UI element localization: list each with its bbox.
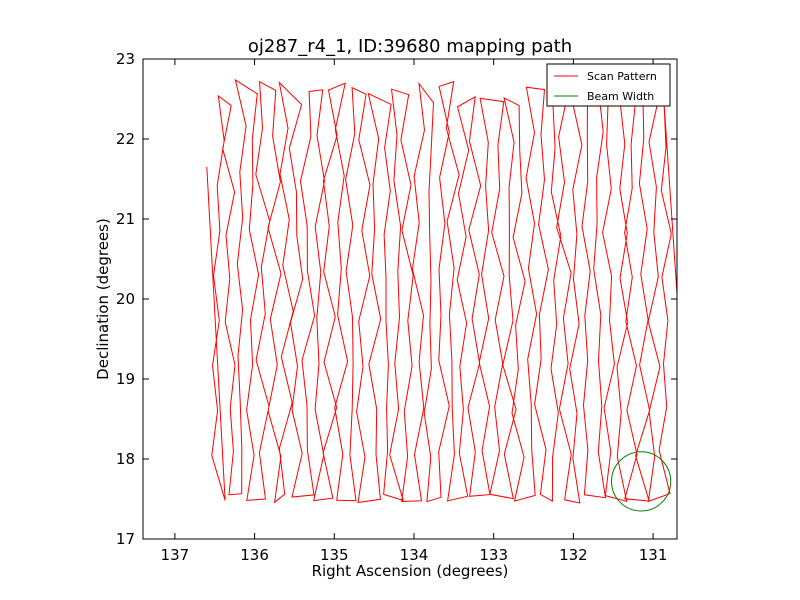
axis-ticks: 137 136 135 134 133 132 131 17 18 19 20 21 22 23	[116, 50, 677, 564]
legend: Scan Pattern Beam Width	[546, 63, 671, 107]
legend-label-beam-width: Beam Width	[587, 90, 654, 103]
x-tick-label: 132	[559, 546, 588, 564]
x-axis-label: Right Ascension (degrees)	[312, 562, 509, 580]
legend-box	[546, 63, 671, 107]
x-tick-label: 135	[320, 546, 349, 564]
plot-area	[206, 78, 677, 512]
x-tick-label: 137	[161, 546, 190, 564]
y-tick-label: 19	[116, 370, 135, 388]
y-tick-label: 18	[116, 450, 135, 468]
x-tick-label: 134	[400, 546, 429, 564]
scan-pattern-line	[206, 78, 677, 504]
y-tick-label: 23	[116, 50, 135, 68]
beam-width-circle	[611, 451, 672, 512]
y-tick-label: 17	[116, 530, 135, 548]
y-tick-label: 20	[116, 290, 135, 308]
y-tick-label: 22	[116, 130, 135, 148]
y-axis-label: Declination (degrees)	[94, 218, 112, 380]
legend-label-scan-pattern: Scan Pattern	[587, 70, 657, 83]
x-tick-label: 133	[479, 546, 508, 564]
y-tick-label: 21	[116, 210, 135, 228]
chart-title: oj287_r4_1, ID:39680 mapping path	[248, 36, 572, 57]
x-tick-label: 136	[240, 546, 269, 564]
x-tick-label: 131	[639, 546, 668, 564]
